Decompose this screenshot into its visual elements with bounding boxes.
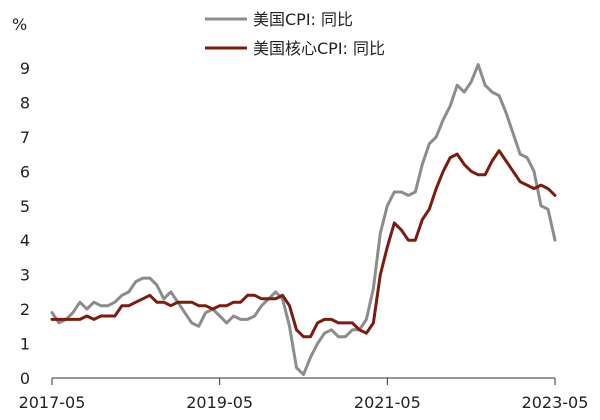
y-tick-label: 2	[20, 300, 30, 319]
series-layer	[50, 63, 557, 377]
y-tick-label: 3	[20, 266, 30, 285]
y-tick-label: 9	[20, 59, 30, 78]
x-tick-label: 2017-05	[19, 393, 86, 412]
x-axis: 2017-05 2019-05 2021-05 2023-05	[19, 378, 589, 412]
x-tick-label: 2019-05	[186, 393, 253, 412]
y-tick-label: 7	[20, 128, 30, 147]
legend-label: 美国CPI: 同比	[253, 10, 353, 29]
y-axis: 0 1 2 3 4 5 6 7 8 9	[20, 59, 30, 388]
core-cpi-yoy-series-line	[50, 149, 557, 339]
x-tick-label: 2023-05	[522, 393, 589, 412]
y-tick-label: 1	[20, 335, 30, 354]
cpi-yoy-series-line	[50, 63, 557, 377]
y-tick-label: 4	[20, 231, 30, 250]
y-tick-label: 8	[20, 93, 30, 112]
x-tick-label: 2021-05	[354, 393, 421, 412]
y-tick-label: 0	[20, 369, 30, 388]
y-tick-label: 5	[20, 197, 30, 216]
legend-label: 美国核心CPI: 同比	[253, 39, 385, 58]
y-axis-unit-label: %	[12, 15, 27, 34]
y-tick-label: 6	[20, 162, 30, 181]
